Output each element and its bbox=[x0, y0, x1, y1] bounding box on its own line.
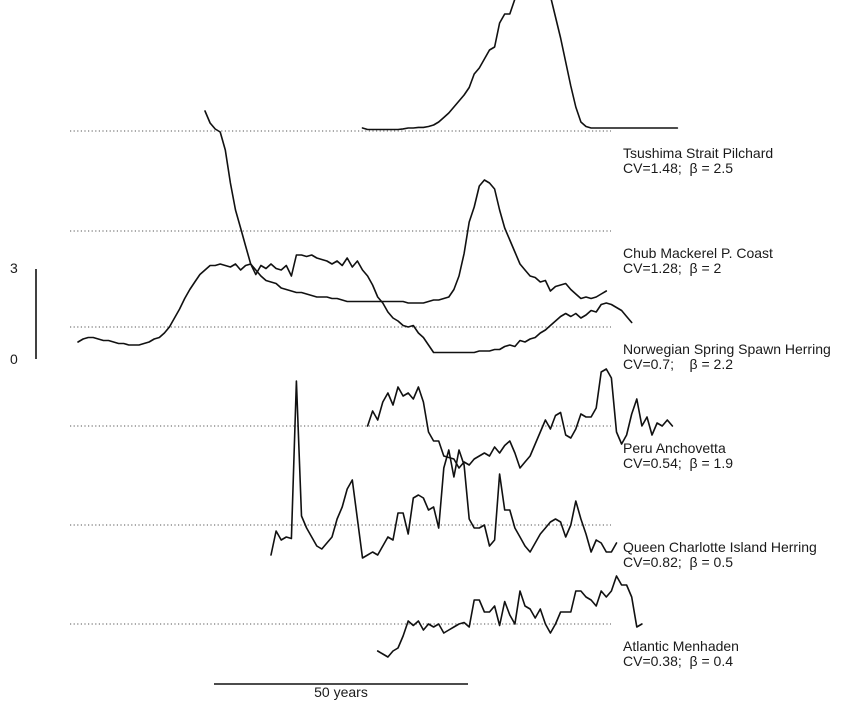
chub-mackerel-p-coast-stats-label: CV=1.28; β = 2 bbox=[623, 260, 722, 276]
queen-charlotte-island-herring-series-line bbox=[270, 380, 618, 559]
vertical-scale-bar: 3 0 bbox=[10, 260, 37, 367]
tsushima-strait-pilchard-stats-label: CV=1.48; β = 2.5 bbox=[623, 160, 733, 176]
atlantic-menhaden-name-label: Atlantic Menhaden bbox=[623, 638, 739, 654]
zero-reference-lines bbox=[70, 130, 611, 625]
norwegian-spring-spawn-herring-stats-label: CV=0.7; β = 2.2 bbox=[623, 356, 733, 372]
tsushima-strait-pilchard-series-line bbox=[361, 0, 679, 131]
queen-charlotte-island-herring-stats-label: CV=0.82; β = 0.5 bbox=[623, 554, 733, 570]
peru-anchovetta-series-line bbox=[366, 368, 674, 469]
horizontal-scale-bar: 50 years bbox=[214, 683, 468, 700]
horizontal-scale-bar-label: 50 years bbox=[314, 684, 368, 700]
peru-anchovetta-name-label: Peru Anchovetta bbox=[623, 440, 726, 456]
norwegian-spring-spawn-herring-name-label: Norwegian Spring Spawn Herring bbox=[623, 341, 831, 357]
atlantic-menhaden-series-line bbox=[376, 575, 643, 658]
chub-mackerel-p-coast-name-label: Chub Mackerel P. Coast bbox=[623, 245, 773, 261]
vertical-scale-top-label: 3 bbox=[10, 260, 18, 276]
series-lines bbox=[77, 0, 679, 658]
atlantic-menhaden-stats-label: CV=0.38; β = 0.4 bbox=[623, 653, 733, 669]
queen-charlotte-island-herring-name-label: Queen Charlotte Island Herring bbox=[623, 539, 817, 555]
peru-anchovetta-stats-label: CV=0.54; β = 1.9 bbox=[623, 455, 733, 471]
norwegian-spring-spawn-herring-series-line bbox=[77, 254, 633, 354]
tsushima-strait-pilchard-name-label: Tsushima Strait Pilchard bbox=[623, 145, 773, 161]
vertical-scale-bottom-label: 0 bbox=[10, 351, 18, 367]
chub-mackerel-p-coast-series-line bbox=[204, 110, 608, 304]
